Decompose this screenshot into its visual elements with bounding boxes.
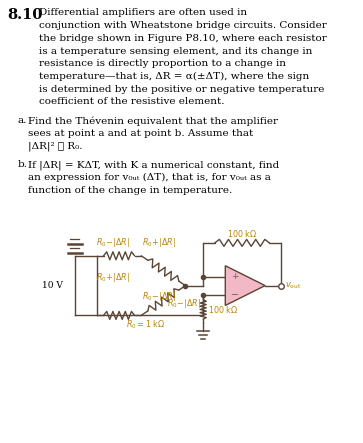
Polygon shape xyxy=(225,266,265,306)
Text: is a temperature sensing element, and its change in: is a temperature sensing element, and it… xyxy=(38,47,312,55)
Text: $R_0\!+\!|\Delta R|$: $R_0\!+\!|\Delta R|$ xyxy=(142,236,176,249)
Text: an expression for v₀ᵤₜ (ΔT), that is, for v₀ᵤₜ as a: an expression for v₀ᵤₜ (ΔT), that is, fo… xyxy=(28,173,271,182)
Text: 10 V: 10 V xyxy=(42,281,62,290)
Text: a.: a. xyxy=(17,116,27,125)
Text: $100\ \mathrm{k\Omega}$: $100\ \mathrm{k\Omega}$ xyxy=(208,304,238,315)
Text: function of the change in temperature.: function of the change in temperature. xyxy=(28,186,232,194)
Text: $R_0\!-\!|\Delta R|$: $R_0\!-\!|\Delta R|$ xyxy=(167,296,201,310)
Text: $R_0\!+\!|\Delta R|$: $R_0\!+\!|\Delta R|$ xyxy=(96,271,130,284)
Text: the bridge shown in Figure P8.10, where each resistor: the bridge shown in Figure P8.10, where … xyxy=(38,34,326,43)
Text: resistance is directly proportion to a change in: resistance is directly proportion to a c… xyxy=(38,59,286,68)
Text: sees at point a and at point b. Assume that: sees at point a and at point b. Assume t… xyxy=(28,129,253,138)
Text: $R_0\!-\!|\Delta R|$: $R_0\!-\!|\Delta R|$ xyxy=(96,236,130,249)
Text: conjunction with Wheatstone bridge circuits. Consider: conjunction with Wheatstone bridge circu… xyxy=(38,21,326,30)
Text: If |ΔR| = KΔT, with K a numerical constant, find: If |ΔR| = KΔT, with K a numerical consta… xyxy=(28,160,279,170)
Text: |ΔR|² ≪ R₀.: |ΔR|² ≪ R₀. xyxy=(28,141,82,151)
Text: coefficient of the resistive element.: coefficient of the resistive element. xyxy=(38,97,224,106)
Text: $R_0\!-\!|\Delta R|$: $R_0\!-\!|\Delta R|$ xyxy=(142,290,176,303)
Text: $v_{\rm out}$: $v_{\rm out}$ xyxy=(285,280,301,291)
Text: Find the Thévenin equivalent that the amplifier: Find the Thévenin equivalent that the am… xyxy=(28,116,278,125)
Text: 8.10: 8.10 xyxy=(8,8,43,22)
Text: $100\ \mathrm{k\Omega}$: $100\ \mathrm{k\Omega}$ xyxy=(227,228,257,239)
Text: $R_0 = 1\ \mathrm{k\Omega}$: $R_0 = 1\ \mathrm{k\Omega}$ xyxy=(126,319,165,331)
Text: −: − xyxy=(232,290,240,299)
Text: b.: b. xyxy=(17,160,27,169)
Text: temperature—that is, ΔR = α(±ΔT), where the sign: temperature—that is, ΔR = α(±ΔT), where … xyxy=(38,72,309,81)
Text: is determined by the positive or negative temperature: is determined by the positive or negativ… xyxy=(38,85,324,93)
Text: +: + xyxy=(232,272,239,281)
Text: Differential amplifiers are often used in: Differential amplifiers are often used i… xyxy=(38,8,247,17)
